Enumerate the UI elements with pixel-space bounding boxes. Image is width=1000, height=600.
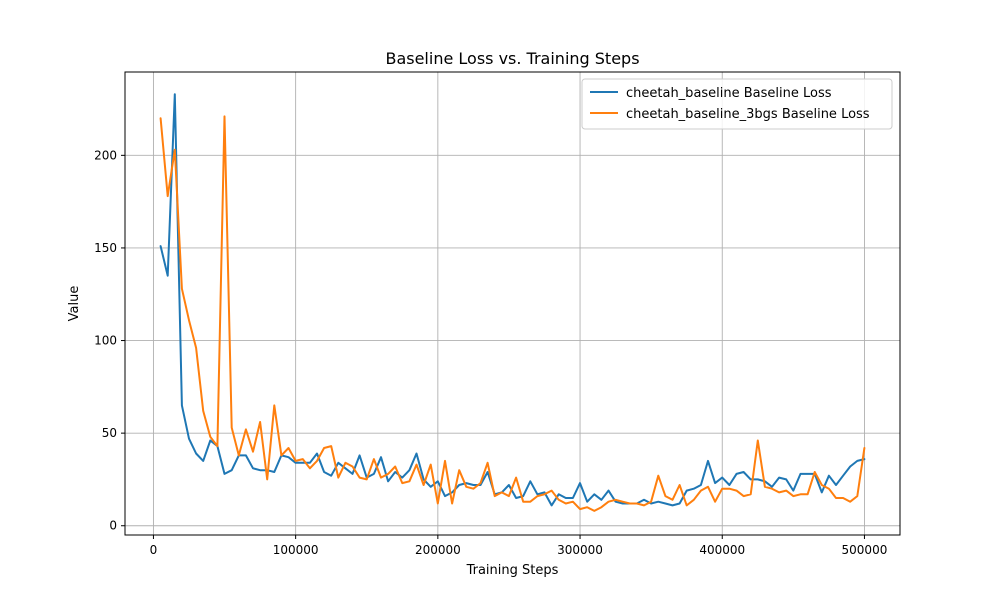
x-axis-label: Training Steps bbox=[466, 563, 559, 578]
x-tick-label: 400000 bbox=[699, 543, 745, 557]
legend-label-series-2: cheetah_baseline_3bgs Baseline Loss bbox=[626, 107, 870, 122]
series-lines bbox=[159, 93, 866, 512]
y-tick-label: 50 bbox=[102, 426, 117, 440]
x-tick-label: 300000 bbox=[557, 543, 603, 557]
series-line-2 bbox=[159, 115, 866, 512]
x-tick-label: 200000 bbox=[415, 543, 461, 557]
x-tick-label: 100000 bbox=[273, 543, 319, 557]
legend-label-series-1: cheetah_baseline Baseline Loss bbox=[626, 86, 832, 101]
grid bbox=[125, 72, 900, 535]
plot-area-frame bbox=[124, 71, 901, 536]
x-tick-label: 0 bbox=[150, 543, 158, 557]
y-axis-label: Value bbox=[67, 286, 82, 322]
x-tick-label: 500000 bbox=[842, 543, 888, 557]
series-line-1 bbox=[159, 93, 866, 507]
legend-box bbox=[581, 78, 893, 130]
y-tick-label: 0 bbox=[109, 519, 117, 533]
chart-title: Baseline Loss vs. Training Steps bbox=[385, 49, 639, 68]
y-tick-label: 100 bbox=[94, 334, 117, 348]
axis-ticks: 0 100000 200000 300000 400000 500000 0 50 100 150… bbox=[94, 148, 887, 557]
y-tick-label: 200 bbox=[94, 148, 117, 162]
legend: cheetah_baseline Baseline Loss cheetah_b… bbox=[581, 78, 893, 130]
y-tick-label: 150 bbox=[94, 241, 117, 255]
